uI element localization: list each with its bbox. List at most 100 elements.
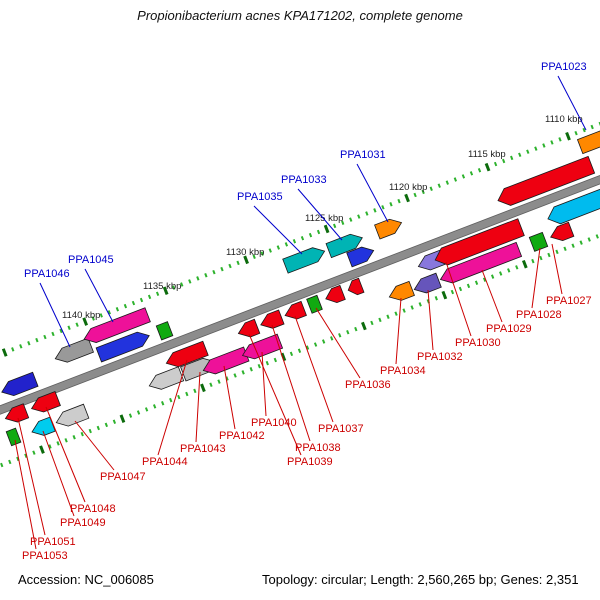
gene-label-ppa1033[interactable]: PPA1033 [281,174,327,186]
ruler-minor-tick [147,294,152,300]
gene-arrow-ppa1030[interactable] [432,218,525,269]
gene-label-ppa1037[interactable]: PPA1037 [318,423,364,435]
gene-arrow[interactable] [346,277,365,297]
gene-arrow[interactable] [155,321,174,341]
label-leader-line [45,406,86,503]
ruler-minor-tick [32,450,36,455]
label-leader-line [294,315,334,423]
ruler-minor-tick [80,431,84,437]
ruler-minor-tick [107,310,111,315]
ruler-minor-tick [220,266,224,272]
ruler-minor-tick [209,382,213,387]
gene-arrow[interactable] [95,329,152,363]
label-leader-line [42,430,75,517]
ruler-minor-tick [321,339,326,344]
gene-arrow-ppa1040[interactable] [240,333,284,362]
ruler-minor-tick [437,183,441,188]
ruler-minor-tick [193,388,197,394]
gene-arrow-ppa1027[interactable] [548,221,575,244]
ruler-minor-tick [228,263,232,269]
gene-label-ppa1053[interactable]: PPA1053 [22,550,68,562]
ruler-minor-tick [56,441,60,446]
gene-arrow-ppa1044[interactable] [164,340,209,370]
gene-label-ppa1027[interactable]: PPA1027 [546,295,592,307]
axis-group [0,121,600,468]
ruler-minor-tick [88,428,92,434]
ruler-minor-tick [386,314,390,319]
gene-label-ppa1038[interactable]: PPA1038 [295,442,341,454]
gene-arrow[interactable] [545,184,600,228]
gene-label-ppa1034[interactable]: PPA1034 [380,365,426,377]
gene-label-ppa1046[interactable]: PPA1046 [24,268,70,280]
ruler-minor-tick [35,337,39,343]
gene-label-ppa1048[interactable]: PPA1048 [70,503,116,515]
gene-label-ppa1023[interactable]: PPA1023 [541,61,587,73]
ruler-minor-tick [316,229,321,235]
gene-arrow-ppa1045[interactable] [82,307,151,346]
ruler-minor-tick [381,205,385,210]
gene-arrow-ppa1036[interactable] [306,294,323,314]
ruler-minor-tick [196,276,200,281]
gene-label-ppa1031[interactable]: PPA1031 [340,149,386,161]
ruler-minor-tick [378,317,382,323]
ruler-minor-tick [582,127,586,133]
ruler-major-tick [565,131,571,141]
ruler-kbp-label: 1135 kbp [143,281,181,292]
gene-arrow[interactable] [147,366,185,393]
gene-arrow-ppa1031[interactable] [374,216,405,240]
gene-label-ppa1040[interactable]: PPA1040 [251,417,297,429]
gene-label-ppa1043[interactable]: PPA1043 [180,443,226,455]
gene-label-ppa1032[interactable]: PPA1032 [417,351,463,363]
gene-arrow-ppa1046[interactable] [53,337,94,366]
gene-arrow[interactable] [495,155,596,209]
gene-label-ppa1035[interactable]: PPA1035 [237,191,283,203]
ruler-minor-tick [493,161,498,167]
ruler-minor-tick [123,303,128,309]
ruler-minor-tick [300,235,305,241]
footer-topology: Topology: circular; Length: 2,560,265 bp… [262,572,579,587]
gene-arrow-ppa1048[interactable] [29,391,61,416]
ruler-minor-tick [389,201,393,207]
gene-label-ppa1028[interactable]: PPA1028 [516,309,562,321]
ruler-minor-tick [152,404,157,409]
gene-label-ppa1042[interactable]: PPA1042 [219,430,265,442]
gene-arrow-ppa1035[interactable] [282,244,328,274]
gene-label-ppa1029[interactable]: PPA1029 [486,323,532,335]
gene-arrow-ppa1047[interactable] [54,403,90,429]
gene-label-ppa1036[interactable]: PPA1036 [345,379,391,391]
label-leader-line [271,324,311,442]
gene-arrow-ppa1037[interactable] [282,300,307,322]
gene-arrow-ppa1034[interactable] [387,280,415,304]
gene-arrow-ppa1051[interactable] [3,403,30,426]
gene-label-ppa1045[interactable]: PPA1045 [68,254,114,266]
gene-arrow-ppa1029[interactable] [438,241,523,286]
gene-label-ppa1051[interactable]: PPA1051 [30,536,76,548]
gene-arrow[interactable] [323,284,346,305]
gene-arrow-ppa1028[interactable] [528,231,549,252]
gene-label-ppa1047[interactable]: PPA1047 [100,471,146,483]
ruler-major-tick [1,348,8,357]
gene-arrow-ppa1039[interactable] [236,318,261,340]
gene-arrow-ppa1053[interactable] [5,427,22,447]
gene-arrow[interactable] [0,371,39,399]
gene-arrow-ppa1033[interactable] [325,231,365,259]
gene-label-ppa1049[interactable]: PPA1049 [60,517,106,529]
ruler-minor-tick [526,149,530,154]
ruler-minor-tick [550,140,554,145]
gene-arrow-ppa1032[interactable] [412,272,442,296]
ruler-minor-tick [482,277,487,282]
gene-label-ppa1039[interactable]: PPA1039 [287,456,333,468]
ruler-minor-tick [574,130,578,136]
ruler-minor-tick [217,379,221,384]
ruler-minor-tick [308,232,313,238]
ruler-major-tick [404,193,410,203]
gene-arrow[interactable] [346,243,377,268]
label-leader-line [445,261,472,337]
gene-label-ppa1044[interactable]: PPA1044 [142,456,188,468]
gene-arrow-ppa1023[interactable] [576,127,600,155]
gene-arrow-ppa1038[interactable] [258,309,285,332]
ruler-minor-tick [72,435,76,440]
ruler-minor-tick [466,283,471,289]
gene-label-ppa1030[interactable]: PPA1030 [455,337,501,349]
